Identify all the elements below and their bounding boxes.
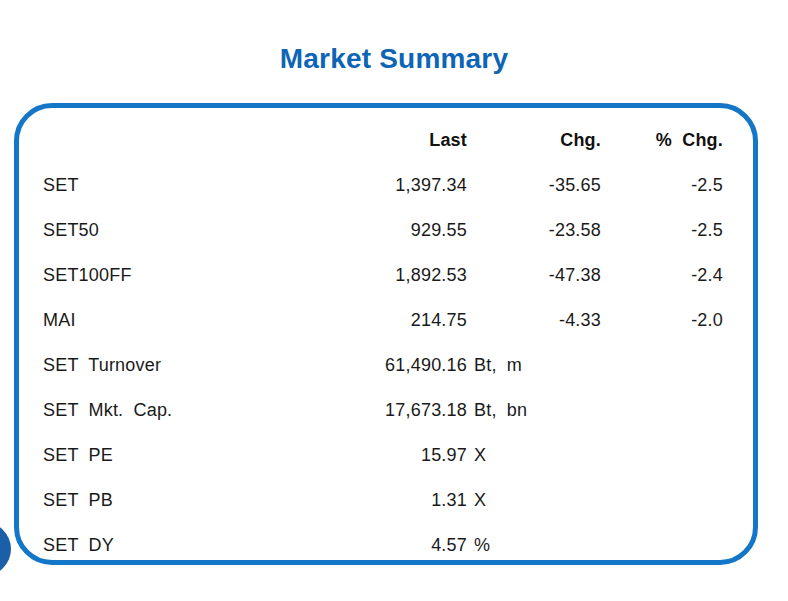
market-summary-page: Market Summary Last Chg. % Chg. SET 1,39… [0,0,788,601]
table-row: SET 1,397.34 -35.65 -2.5 [43,163,723,208]
table-row: SET PE 15.97 X [43,433,723,478]
last-value: 214.75 [307,310,467,331]
table-header-row: Last Chg. % Chg. [43,118,723,163]
row-label: SET Turnover [43,355,307,376]
row-label: MAI [43,310,307,331]
chg-value: -4.33 [533,310,601,331]
unit-label: Bt, bn [467,400,533,421]
market-summary-table: Last Chg. % Chg. SET 1,397.34 -35.65 -2.… [19,108,753,568]
last-value: 61,490.16 [307,355,467,376]
unit-label: Bt, m [467,355,533,376]
last-value: 17,673.18 [307,400,467,421]
table-row: SET50 929.55 -23.58 -2.5 [43,208,723,253]
row-label: SET Mkt. Cap. [43,400,307,421]
last-value: 4.57 [307,535,467,556]
unit-label: X [467,445,533,466]
last-value: 1.31 [307,490,467,511]
last-value: 1,892.53 [307,265,467,286]
pct-chg-value: -2.0 [601,310,723,331]
chg-value: -47.38 [533,265,601,286]
header-pct-chg: % Chg. [601,130,723,151]
chg-value: -35.65 [533,175,601,196]
page-title: Market Summary [0,42,788,76]
table-row: SET PB 1.31 X [43,478,723,523]
last-value: 15.97 [307,445,467,466]
row-label: SET [43,175,307,196]
last-value: 1,397.34 [307,175,467,196]
market-summary-card: Last Chg. % Chg. SET 1,397.34 -35.65 -2.… [14,103,758,565]
row-label: SET DY [43,535,307,556]
table-row: SET DY 4.57 % [43,523,723,568]
row-label: SET100FF [43,265,307,286]
pct-chg-value: -2.5 [601,220,723,241]
pct-chg-value: -2.5 [601,175,723,196]
unit-label: % [467,535,533,556]
table-row: SET100FF 1,892.53 -47.38 -2.4 [43,253,723,298]
table-row: SET Mkt. Cap. 17,673.18 Bt, bn [43,388,723,433]
table-row: SET Turnover 61,490.16 Bt, m [43,343,723,388]
unit-label: X [467,490,533,511]
header-last: Last [307,130,467,151]
row-label: SET PE [43,445,307,466]
decorative-circle [0,522,11,576]
table-row: MAI 214.75 -4.33 -2.0 [43,298,723,343]
chg-value: -23.58 [533,220,601,241]
header-chg: Chg. [533,130,601,151]
pct-chg-value: -2.4 [601,265,723,286]
row-label: SET PB [43,490,307,511]
row-label: SET50 [43,220,307,241]
last-value: 929.55 [307,220,467,241]
